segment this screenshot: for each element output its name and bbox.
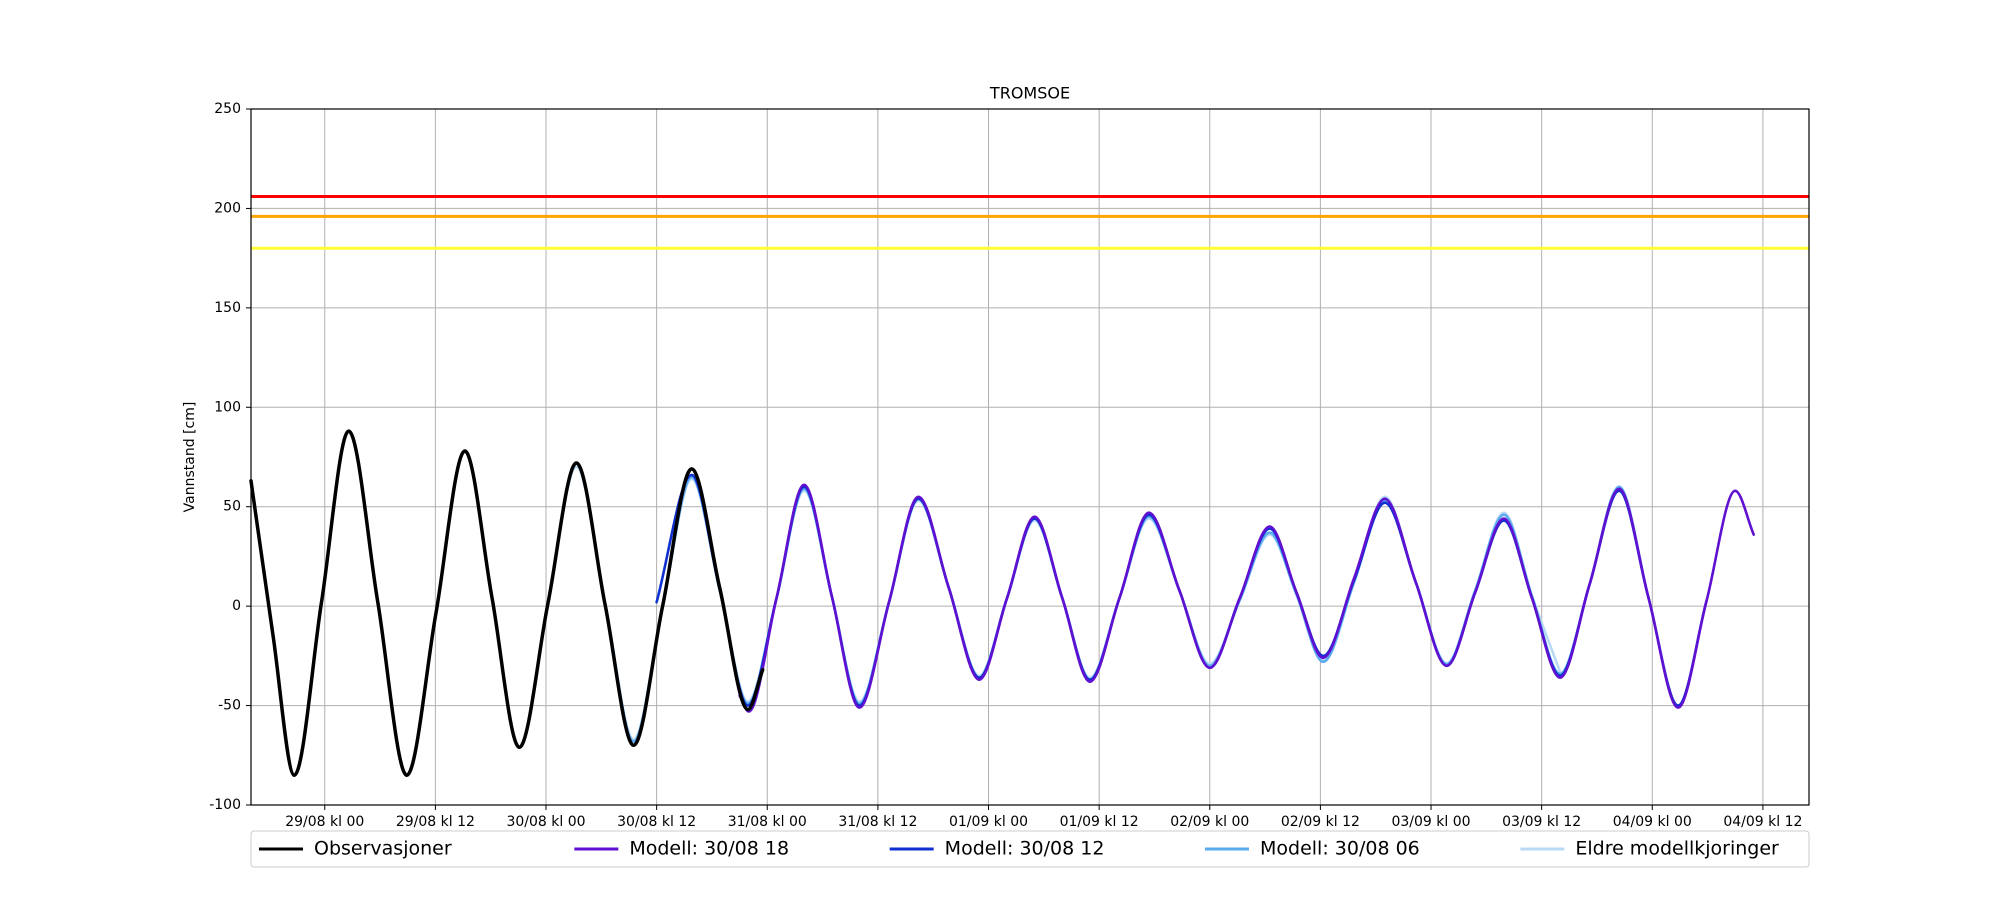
legend-label: Eldre modellkjoringer <box>1575 838 1779 860</box>
legend-label: Observasjoner <box>314 838 452 860</box>
legend-label: Modell: 30/08 12 <box>945 838 1105 860</box>
data-line <box>249 429 765 777</box>
legend-box <box>250 830 1810 868</box>
x-tick-label: 04/09 kl 12 <box>1723 814 1802 830</box>
y-tick-label: -50 <box>218 698 241 714</box>
chart-title: TROMSOE <box>989 84 1070 103</box>
x-tick-label: 29/08 kl 12 <box>396 814 475 830</box>
x-tick-label: 03/09 kl 12 <box>1502 814 1581 830</box>
x-tick-label: 30/08 kl 12 <box>617 814 696 830</box>
x-tick-label: 30/08 kl 00 <box>506 814 585 830</box>
legend-label: Modell: 30/08 06 <box>1260 838 1420 860</box>
x-tick-label: 04/09 kl 00 <box>1613 814 1692 830</box>
y-tick-label: 150 <box>214 300 241 316</box>
y-tick-label: 200 <box>214 200 241 216</box>
x-tick-label: 29/08 kl 00 <box>285 814 364 830</box>
x-tick-label: 02/09 kl 00 <box>1170 814 1249 830</box>
x-tick-label: 02/09 kl 12 <box>1281 814 1360 830</box>
plot-frame <box>250 108 1810 806</box>
y-tick-label: -100 <box>209 797 241 813</box>
x-tick-label: 03/09 kl 00 <box>1391 814 1470 830</box>
y-tick-label: 250 <box>214 101 241 117</box>
y-tick-label: 100 <box>214 399 241 415</box>
x-tick-label: 01/09 kl 00 <box>949 814 1028 830</box>
legend-label: Modell: 30/08 18 <box>629 838 789 860</box>
data-line <box>738 483 1755 713</box>
data-line <box>603 475 1650 743</box>
y-axis-label: Vannstand [cm] <box>182 402 198 513</box>
data-line <box>546 465 1562 741</box>
y-tick-label: 0 <box>232 598 241 614</box>
x-tick-label: 01/09 kl 12 <box>1060 814 1139 830</box>
x-tick-label: 31/08 kl 12 <box>838 814 917 830</box>
y-tick-label: 50 <box>223 499 241 515</box>
x-tick-label: 31/08 kl 00 <box>728 814 807 830</box>
